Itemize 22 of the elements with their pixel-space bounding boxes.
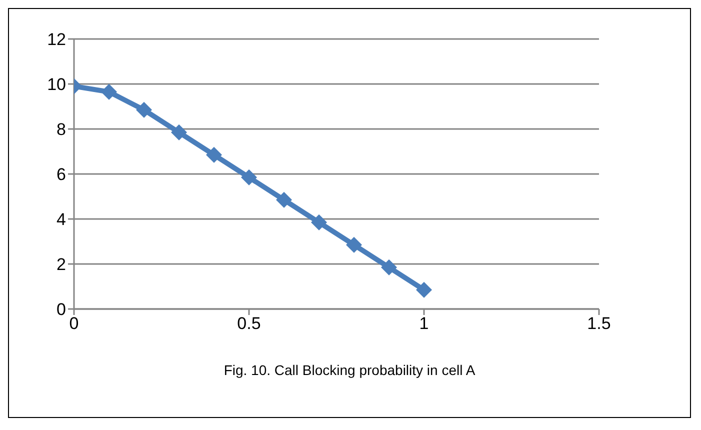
point [171, 124, 187, 140]
point [136, 102, 152, 118]
y-tick-label: 2 [56, 255, 66, 274]
y-tick-label: 10 [47, 75, 66, 94]
y-tick-label: 0 [56, 300, 66, 320]
x-tick-label: 0 [69, 314, 79, 334]
y-tick-label: 12 [47, 30, 66, 50]
x-tick-label: 1.5 [587, 314, 611, 334]
point [346, 236, 362, 253]
x-tick-label: 0.5 [237, 314, 261, 334]
point [311, 214, 327, 230]
caption: Fig. 10. Call Blocking probability in cell A [222, 362, 476, 378]
point [101, 84, 117, 100]
point [381, 259, 397, 276]
point [206, 146, 222, 163]
y-tick-label: 4 [56, 210, 66, 230]
y-tick-label: 8 [56, 120, 66, 140]
point [241, 169, 257, 186]
x-tick-label: 1 [419, 314, 429, 334]
y-tick-label: 6 [56, 165, 66, 184]
point [276, 192, 292, 208]
point [416, 282, 432, 298]
